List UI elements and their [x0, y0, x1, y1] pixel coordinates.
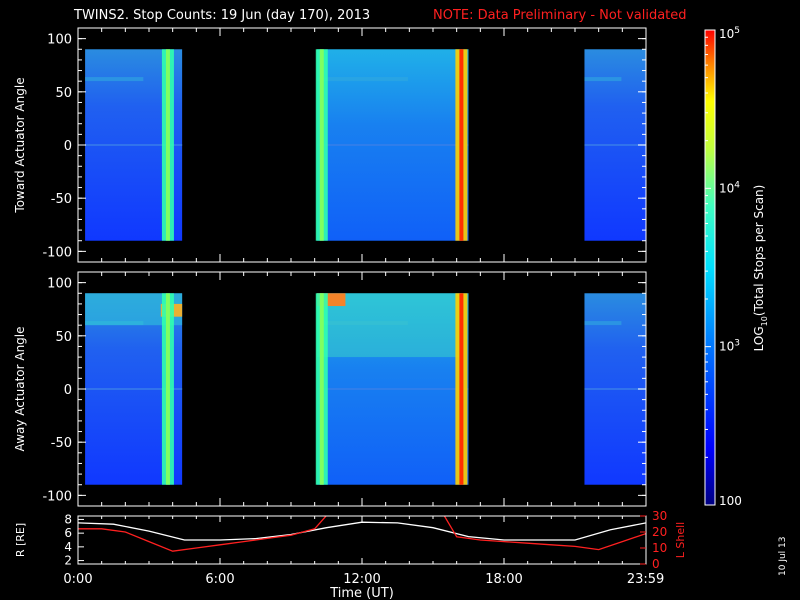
bright-band-core [459, 293, 464, 485]
toward-panel: -100 -50 0 50 100 Toward Actuator Angle [13, 27, 647, 263]
right-y-tick-label: 10 [652, 541, 667, 555]
bright-band-core [319, 293, 324, 485]
y-axis-label: Toward Actuator Angle [13, 77, 27, 213]
zero-angle-stripe [85, 144, 183, 146]
y-tick-label: -100 [42, 489, 72, 504]
series-r-line [78, 521, 646, 541]
right-axis-label: L Shell [674, 522, 687, 558]
colorbar-tick-label: 103 [719, 339, 740, 354]
left-y-tick-label: 8 [64, 512, 72, 526]
y-tick-label: -100 [42, 245, 72, 260]
zero-angle-stripe [85, 388, 183, 390]
left-y-tick-label: 4 [64, 540, 72, 554]
y-tick-label: 100 [47, 277, 72, 292]
left-axis-label: R [RE] [14, 523, 27, 557]
zero-angle-stripe [584, 144, 646, 146]
bright-band-core [165, 293, 170, 485]
right-y-tick-label: 0 [652, 557, 660, 571]
y-tick-label: 50 [55, 330, 72, 345]
y-tick-label: 0 [64, 383, 72, 398]
x-tick-label: 18:00 [485, 572, 522, 587]
y-tick-label: 100 [47, 33, 72, 48]
y-tick-label: 0 [64, 139, 72, 154]
colorbar-tick-label: 105 [719, 26, 740, 41]
zero-angle-stripe [584, 388, 646, 390]
y-tick-label: -50 [51, 436, 72, 451]
angle-stripe [584, 77, 622, 82]
zero-angle-stripe [317, 388, 469, 390]
away-panel: -100 -50 0 50 100 Away Actuator Angle [13, 271, 647, 507]
colorbar-tick-label: 100 [719, 494, 742, 508]
bright-band-core [459, 49, 464, 241]
x-tick-label: 12:00 [343, 572, 380, 587]
date-stamp: 10 Jul 13 [778, 537, 788, 577]
colorbar-tick-label: 104 [719, 180, 740, 195]
preliminary-note: NOTE: Data Preliminary - Not validated [433, 8, 687, 23]
figure-title: TWINS2. Stop Counts: 19 Jun (day 170), 2… [73, 8, 370, 23]
x-tick-label: 0:00 [63, 572, 92, 587]
bright-band-core [319, 49, 324, 241]
angle-stripe [584, 321, 622, 326]
right-y-tick-label: 30 [652, 509, 667, 523]
angle-stripe [317, 77, 408, 82]
left-y-tick-label: 2 [64, 554, 72, 568]
colorbar: 100 103 104 105 [704, 26, 742, 508]
y-tick-label: 50 [55, 86, 72, 101]
x-tick-label: 6:00 [205, 572, 234, 587]
angle-stripe [317, 321, 408, 326]
y-tick-label: -50 [51, 192, 72, 207]
left-y-tick-label: 6 [64, 526, 72, 540]
colorbar-label: LOG10(Total Stops per Scan) [752, 185, 769, 352]
series-lshell-line [78, 516, 646, 552]
x-tick-label: 23:59 [627, 572, 664, 587]
zero-angle-stripe [317, 144, 469, 146]
bright-band-core [165, 49, 170, 241]
y-axis-label: Away Actuator Angle [13, 326, 27, 451]
right-y-tick-label: 20 [652, 525, 667, 539]
colorbar-gradient [704, 29, 716, 506]
angle-stripe [85, 77, 144, 82]
x-axis-label: Time (UT) [329, 586, 394, 600]
